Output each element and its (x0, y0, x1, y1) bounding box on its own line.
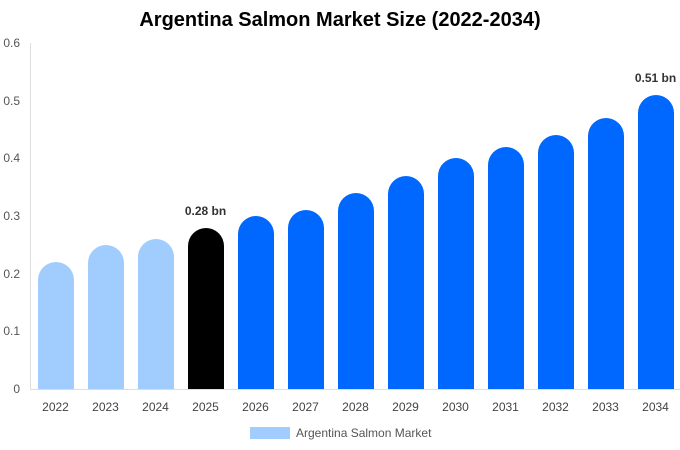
x-tick-label: 2028 (342, 400, 369, 414)
data-label-2034: 0.51 bn (634, 70, 677, 85)
bar-2032[interactable] (537, 135, 574, 389)
chart-title: Argentina Salmon Market Size (2022-2034) (139, 9, 541, 31)
x-tick-label: 2023 (92, 400, 119, 414)
bar-2022[interactable] (37, 262, 74, 389)
bar-2027[interactable] (287, 210, 324, 389)
legend-swatch (250, 427, 290, 439)
bar-2024[interactable] (137, 239, 174, 389)
bar-2025[interactable] (187, 227, 224, 389)
x-tick-label: 2027 (292, 400, 319, 414)
x-tick-label: 2034 (642, 400, 669, 414)
legend[interactable]: Argentina Salmon Market (250, 426, 431, 440)
data-label-2025: 0.28 bn (184, 203, 227, 218)
y-tick-label: 0 (13, 382, 20, 396)
bar-2034[interactable] (637, 94, 674, 389)
y-tick-label: 0.3 (3, 209, 20, 223)
x-tick-label: 2029 (392, 400, 419, 414)
bar-2033[interactable] (587, 117, 624, 389)
y-tick-label: 0.5 (3, 93, 20, 108)
x-tick-label: 2033 (592, 400, 619, 414)
x-tick-label: 2032 (542, 400, 569, 414)
y-tick-label: 0.6 (3, 36, 20, 50)
x-tick-label: 2022 (42, 400, 69, 414)
bar-2029[interactable] (387, 175, 424, 389)
x-tick-label: 2031 (492, 400, 519, 414)
bar-2031[interactable] (487, 146, 524, 389)
x-axis-line (30, 389, 680, 390)
bar-2030[interactable] (437, 158, 474, 389)
legend-label: Argentina Salmon Market (296, 426, 432, 440)
bar-2028[interactable] (337, 192, 374, 389)
bar-2023[interactable] (87, 244, 124, 389)
x-tick-label: 2026 (242, 400, 269, 414)
bar-2026[interactable] (237, 216, 274, 389)
y-axis-line (30, 43, 31, 389)
y-tick-label: 0.4 (3, 151, 20, 166)
x-tick-label: 2030 (442, 400, 469, 414)
y-tick-label: 0.2 (3, 266, 20, 281)
x-tick-label: 2025 (192, 400, 219, 414)
y-tick-label: 0.1 (3, 324, 20, 339)
x-tick-label: 2024 (142, 400, 169, 414)
